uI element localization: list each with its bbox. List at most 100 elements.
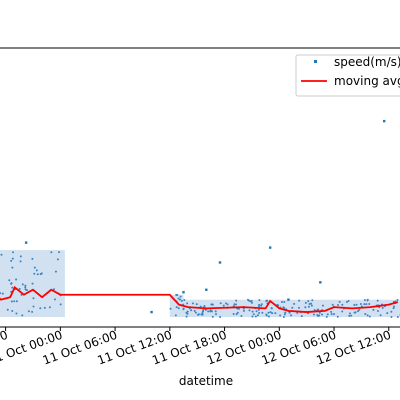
density-dot	[390, 310, 393, 313]
density-dot	[271, 312, 274, 315]
density-dot	[390, 316, 393, 319]
density-dot	[177, 307, 180, 310]
density-dot	[186, 302, 189, 305]
density-dot	[35, 269, 38, 272]
density-dot	[182, 308, 185, 311]
density-dot	[260, 304, 263, 307]
density-dot	[11, 310, 14, 313]
density-dot	[211, 303, 214, 306]
density-dot	[336, 315, 339, 318]
density-dot	[308, 302, 311, 305]
density-dot	[332, 312, 335, 315]
density-dot	[283, 313, 286, 316]
density-dot	[331, 303, 334, 306]
speed-point	[268, 246, 272, 249]
density-dot	[19, 255, 22, 258]
density-dot	[24, 284, 27, 287]
density-dot	[59, 303, 62, 306]
density-dot	[10, 282, 13, 285]
moving-avg-series	[0, 285, 399, 313]
density-dot	[396, 298, 399, 301]
density-dot	[354, 311, 357, 314]
density-dot	[43, 306, 46, 309]
density-dot	[233, 303, 236, 306]
density-dot	[282, 315, 285, 318]
density-dot	[215, 313, 218, 316]
density-dot	[12, 251, 15, 254]
x-axis-label: datetime	[179, 374, 233, 388]
density-dot	[279, 314, 282, 317]
speed-point	[218, 261, 222, 264]
density-dot	[15, 278, 18, 281]
density-dot	[54, 270, 57, 273]
density-dot	[240, 315, 243, 318]
density-dot	[304, 306, 307, 309]
density-dot	[193, 309, 196, 312]
density-dot	[11, 257, 14, 260]
density-dot	[325, 315, 328, 318]
density-dot	[179, 298, 182, 301]
density-dot	[10, 259, 13, 262]
density-dot	[39, 307, 42, 310]
density-dot	[222, 304, 225, 307]
density-dot	[180, 299, 183, 302]
density-dot	[258, 312, 261, 315]
density-dot	[53, 298, 56, 301]
legend-marker-speed	[314, 60, 317, 63]
density-dot	[337, 304, 340, 307]
density-dot	[359, 303, 362, 306]
legend-label-speed: speed(m/s)	[334, 55, 400, 69]
density-dot	[368, 303, 371, 306]
density-dot	[353, 304, 356, 307]
density-dot	[19, 260, 22, 263]
density-dot	[211, 315, 214, 318]
density-dot	[270, 307, 273, 310]
density-dot	[214, 310, 217, 313]
density-dot	[307, 305, 310, 308]
density-dot	[186, 312, 189, 315]
density-dot	[197, 313, 200, 316]
density-dot	[235, 313, 238, 316]
speed-point	[319, 281, 322, 284]
density-dot	[21, 314, 24, 317]
density-dot	[33, 272, 36, 275]
density-dot	[363, 298, 366, 301]
density-dot	[274, 312, 277, 315]
density-dot	[236, 311, 239, 314]
density-dot	[195, 303, 198, 306]
density-dot	[6, 308, 9, 311]
density-dot	[209, 310, 212, 313]
speed-density-band	[0, 250, 400, 319]
density-dot	[358, 308, 361, 311]
density-dot	[202, 309, 205, 312]
speed-point	[382, 119, 386, 123]
density-dot	[284, 311, 287, 314]
density-dot	[194, 311, 197, 314]
density-dot	[293, 302, 296, 305]
density-dot	[174, 314, 177, 317]
density-dot	[267, 311, 270, 314]
density-dot	[355, 303, 358, 306]
density-dot	[13, 300, 16, 303]
density-dot	[392, 307, 395, 310]
density-dot	[39, 273, 42, 276]
density-dot	[58, 251, 61, 254]
speed-point	[205, 288, 208, 291]
density-dot	[366, 299, 369, 302]
density-dot	[10, 300, 13, 303]
density-dot	[203, 304, 206, 307]
density-dot	[235, 303, 238, 306]
density-dot	[185, 315, 188, 318]
density-dot	[330, 310, 333, 313]
density-dot	[50, 251, 53, 254]
density-dot	[32, 305, 35, 308]
density-dot	[269, 311, 272, 314]
density-dot	[251, 315, 254, 318]
density-dot	[356, 310, 359, 313]
density-dot	[15, 300, 18, 303]
density-dot	[372, 308, 375, 311]
density-dot	[317, 308, 320, 311]
density-dot	[304, 301, 307, 304]
density-dot	[21, 283, 24, 286]
